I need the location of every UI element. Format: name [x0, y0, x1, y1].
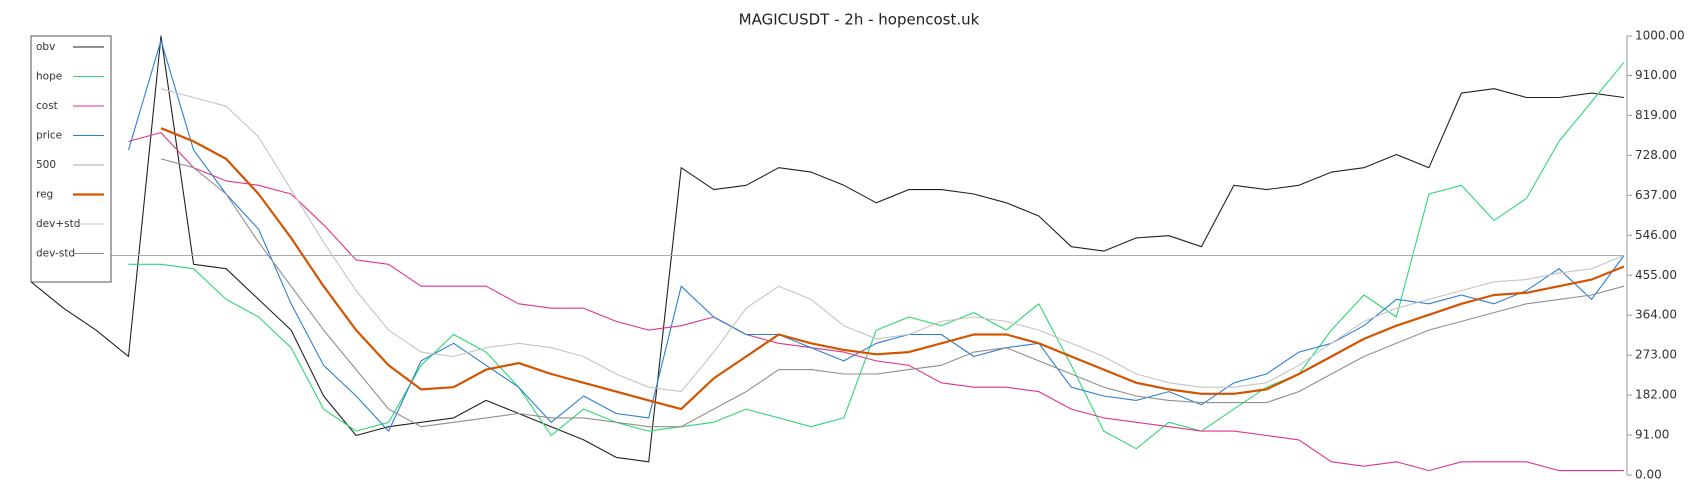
y-tick-label: 0.00: [1635, 468, 1662, 482]
legend-text: 500: [36, 159, 56, 171]
y-tick-label: 637.00: [1635, 188, 1677, 202]
legend-text: dev+std: [36, 218, 80, 230]
series-line: [128, 61, 1625, 450]
y-tick-label: 1000.00: [1635, 29, 1685, 43]
y-tick-label: 728.00: [1635, 148, 1677, 162]
legend-text: reg: [36, 189, 53, 201]
y-tick-label: 364.00: [1635, 308, 1677, 322]
series-line: [160, 127, 1625, 411]
chart-title: MAGICUSDT - 2h - hopencost.uk: [739, 11, 980, 29]
y-axis: 0.00 91.00 182.00 273.00 364.00 455.00 546.00 6…: [1626, 29, 1685, 482]
plot-area: [30, 35, 1625, 472]
series-line: [160, 158, 1625, 428]
series-line: [128, 132, 1624, 472]
y-tick-label: 910.00: [1635, 68, 1677, 82]
y-tick-label: 819.00: [1635, 108, 1677, 122]
y-tick-label: 273.00: [1635, 348, 1677, 362]
y-tick-label: 91.00: [1635, 428, 1669, 442]
series-line: [30, 35, 1625, 463]
legend-text: obv: [36, 41, 55, 53]
y-tick-label: 182.00: [1635, 388, 1677, 402]
legend-text: cost: [36, 100, 58, 112]
series-line: [160, 88, 1625, 393]
legend: obv hope cost price 500 reg dev+std dev-std: [30, 35, 112, 283]
legend-text: dev-std: [36, 248, 75, 260]
y-tick-label: 455.00: [1635, 268, 1677, 282]
legend-text: hope: [36, 71, 62, 83]
legend-text: price: [36, 130, 62, 142]
series-line: [127, 39, 1625, 432]
y-tick-label: 546.00: [1635, 228, 1677, 242]
